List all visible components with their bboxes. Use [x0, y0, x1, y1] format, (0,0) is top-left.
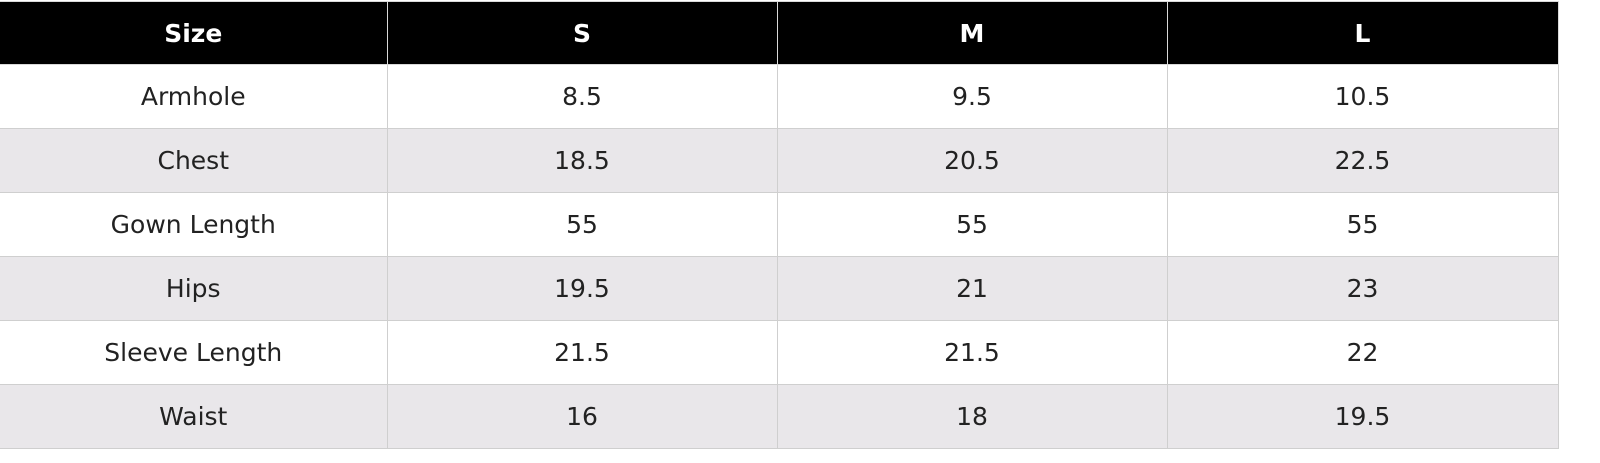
size-cell: 21.5	[776, 320, 1168, 385]
size-cell: 21	[776, 256, 1168, 321]
size-cell: 16	[386, 384, 778, 449]
size-cell: 22.5	[1166, 128, 1559, 193]
row-label: Hips	[0, 256, 388, 321]
table-row: Chest 18.5 20.5 22.5	[0, 128, 1559, 193]
table-row: Gown Length 55 55 55	[0, 192, 1559, 257]
row-label: Chest	[0, 128, 388, 193]
header-cell: S	[386, 1, 778, 65]
row-label: Waist	[0, 384, 388, 449]
row-label: Armhole	[0, 64, 388, 129]
size-cell: 8.5	[386, 64, 778, 129]
size-table: Size S M L Armhole 8.5 9.5 10.5 Chest 18.5 20.5 22…	[0, 1, 1559, 449]
header-row: Size S M L	[0, 1, 1559, 65]
size-cell: 19.5	[386, 256, 778, 321]
size-cell: 18	[776, 384, 1168, 449]
size-cell: 19.5	[1166, 384, 1559, 449]
table-row: Waist 16 18 19.5	[0, 384, 1559, 449]
table-row: Hips 19.5 21 23	[0, 256, 1559, 321]
size-cell: 55	[386, 192, 778, 257]
header-cell: M	[776, 1, 1168, 65]
size-cell: 55	[1166, 192, 1559, 257]
size-cell: 9.5	[776, 64, 1168, 129]
size-cell: 23	[1166, 256, 1559, 321]
row-label: Sleeve Length	[0, 320, 388, 385]
header-cell: L	[1166, 1, 1559, 65]
table-body: Armhole 8.5 9.5 10.5 Chest 18.5 20.5 22.5 Gown L…	[0, 64, 1559, 449]
size-cell: 55	[776, 192, 1168, 257]
table-header: Size S M L	[0, 1, 1559, 65]
table-row: Sleeve Length 21.5 21.5 22	[0, 320, 1559, 385]
size-cell: 22	[1166, 320, 1559, 385]
header-cell: Size	[0, 1, 388, 65]
size-cell: 21.5	[386, 320, 778, 385]
size-cell: 18.5	[386, 128, 778, 193]
table-row: Armhole 8.5 9.5 10.5	[0, 64, 1559, 129]
row-label: Gown Length	[0, 192, 388, 257]
size-cell: 20.5	[776, 128, 1168, 193]
size-cell: 10.5	[1166, 64, 1559, 129]
